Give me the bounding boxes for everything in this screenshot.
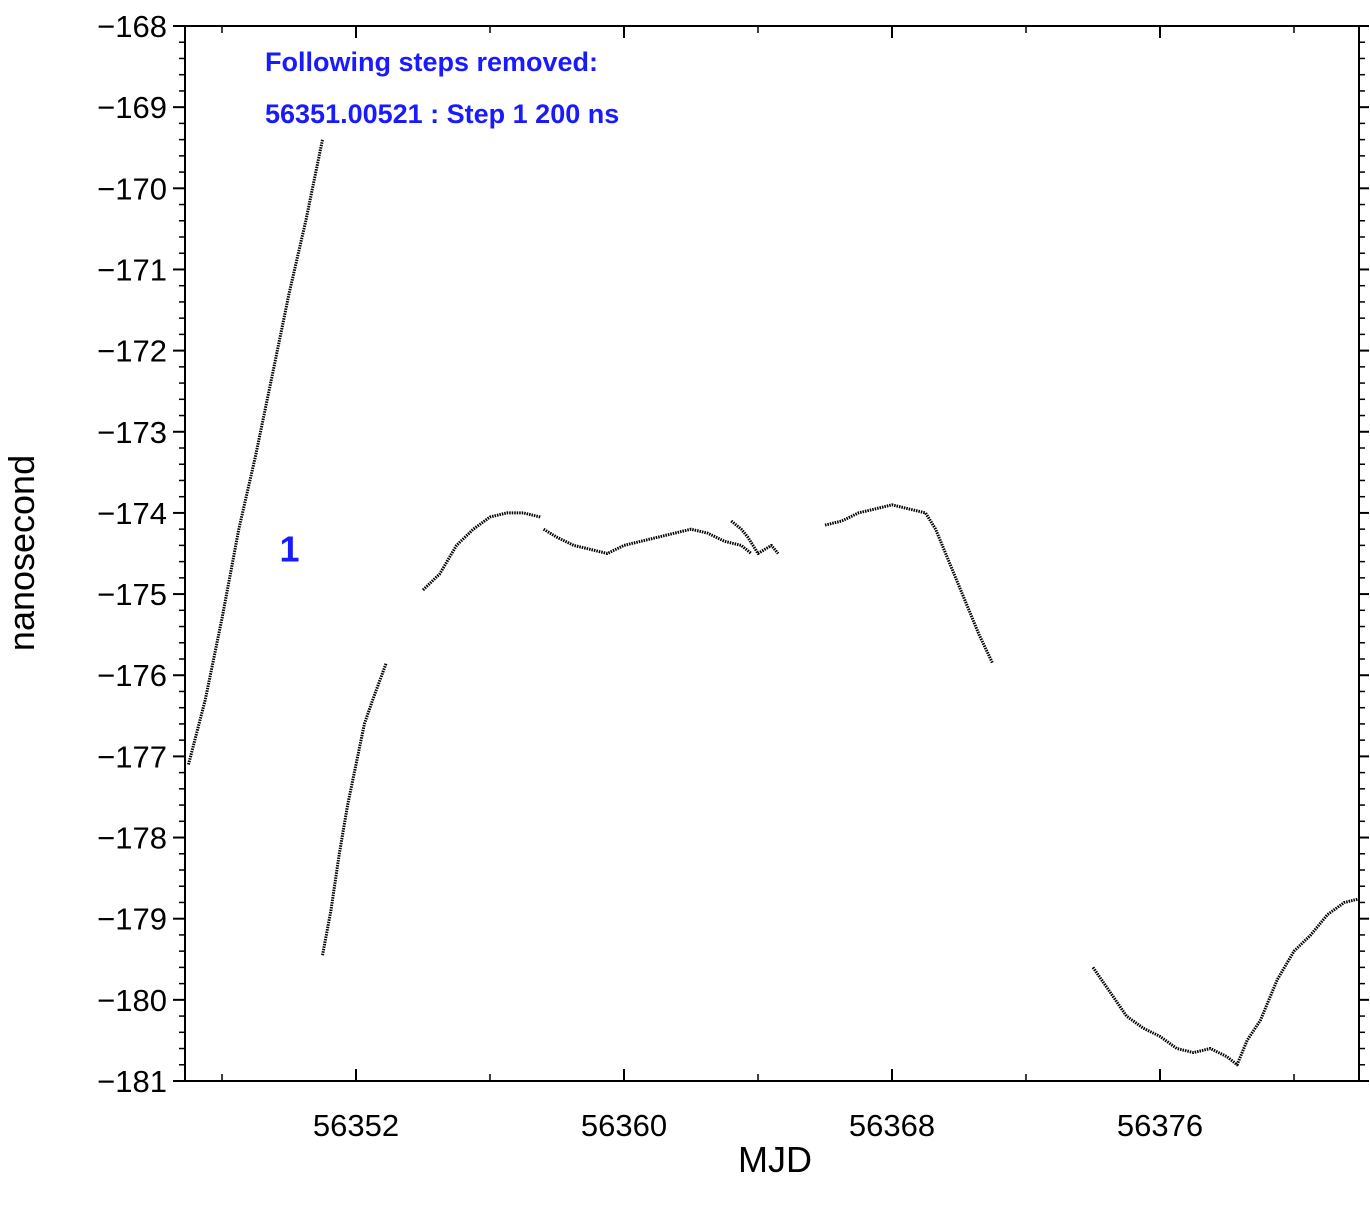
x-tick-label: 56352 xyxy=(313,1108,399,1143)
y-tick-label: −176 xyxy=(97,658,167,693)
y-tick-label: −168 xyxy=(97,9,167,44)
series-trace xyxy=(542,527,753,555)
y-tick-label: −177 xyxy=(97,739,167,774)
series-trace xyxy=(321,662,388,956)
x-axis-title: MJD xyxy=(738,1139,812,1180)
x-tick-label: 56368 xyxy=(849,1108,935,1143)
step-marker-label: 1 xyxy=(279,528,299,569)
y-tick-label: −178 xyxy=(97,821,167,856)
y-axis-ticks: −181 −180 −179 −178 −177 −176 −175 −174 −173 −172… xyxy=(97,9,1369,1099)
plot-frame xyxy=(184,25,1360,1082)
series-trace xyxy=(730,519,780,555)
y-tick-label: −169 xyxy=(97,90,167,125)
series-trace xyxy=(421,511,541,592)
y-axis-title: nanosecond xyxy=(1,455,42,651)
x-tick-label: 56360 xyxy=(581,1108,667,1143)
y-tick-label: −173 xyxy=(97,415,167,450)
series-trace xyxy=(824,503,994,664)
y-tick-label: −175 xyxy=(97,577,167,612)
series-trace xyxy=(187,139,324,765)
y-tick-label: −179 xyxy=(97,902,167,937)
y-tick-label: −172 xyxy=(97,334,167,369)
y-tick-label: −171 xyxy=(97,252,167,287)
y-tick-label: −174 xyxy=(97,496,167,531)
plot-background xyxy=(185,26,1359,1081)
series-trace xyxy=(1091,897,1359,1067)
y-tick-label: −180 xyxy=(97,983,167,1018)
annotation-header: Following steps removed: xyxy=(265,47,598,77)
annotation-step-line: 56351.00521 : Step 1 200 ns xyxy=(265,99,619,129)
x-axis-ticks: 56352 56360 56368 56376 xyxy=(221,26,1295,1143)
y-tick-label: −181 xyxy=(97,1064,167,1099)
series-layer xyxy=(187,139,1359,1067)
x-tick-label: 56376 xyxy=(1117,1108,1203,1143)
y-tick-label: −170 xyxy=(97,171,167,206)
